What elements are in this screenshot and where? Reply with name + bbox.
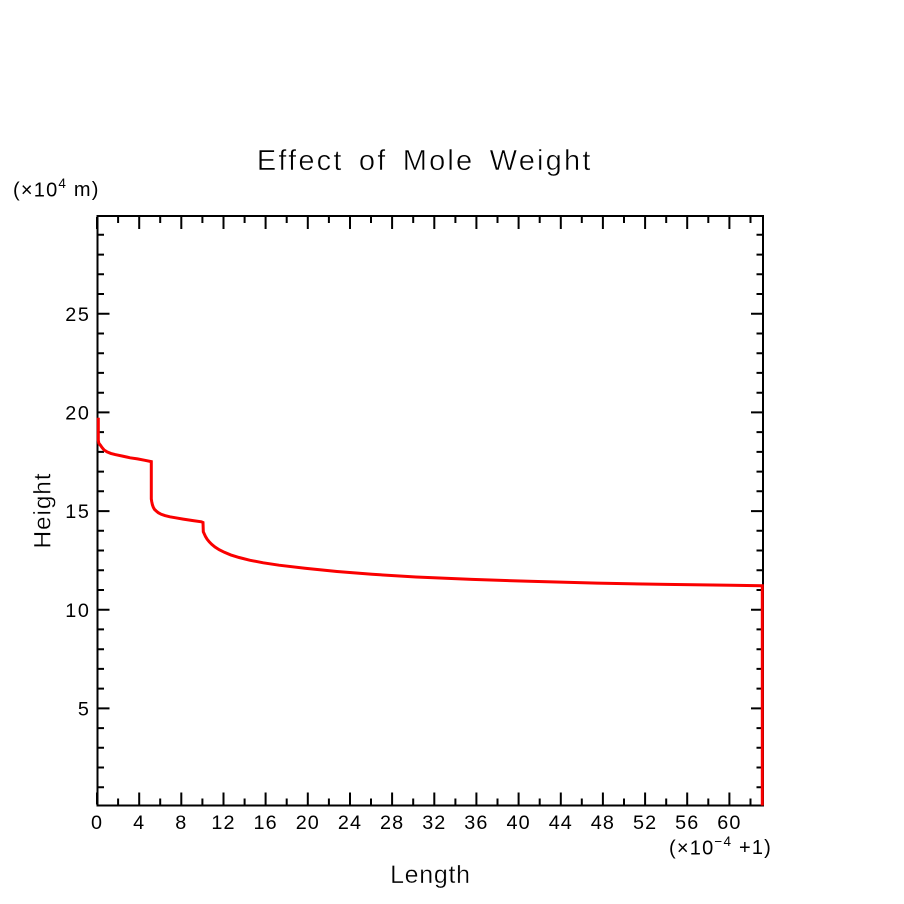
svg-text:8: 8	[175, 812, 187, 834]
svg-text:Length: Length	[390, 861, 471, 889]
svg-text:52: 52	[633, 812, 657, 834]
svg-text:36: 36	[464, 812, 488, 834]
svg-text:Effect of Mole Weight: Effect of Mole Weight	[257, 145, 593, 177]
svg-text:28: 28	[380, 812, 404, 834]
svg-text:15: 15	[65, 501, 90, 523]
svg-text:0: 0	[91, 812, 103, 834]
svg-text:Height: Height	[30, 473, 57, 549]
svg-text:32: 32	[422, 812, 446, 834]
svg-text:56: 56	[675, 812, 699, 834]
svg-text:24: 24	[338, 812, 362, 834]
svg-text:48: 48	[591, 812, 615, 834]
svg-text:4: 4	[133, 812, 145, 834]
svg-text:44: 44	[549, 812, 573, 834]
svg-text:60: 60	[717, 812, 741, 834]
svg-text:25: 25	[65, 304, 90, 326]
svg-text:5: 5	[78, 699, 91, 721]
svg-text:20: 20	[65, 403, 90, 425]
svg-text:(×104 m): (×104 m)	[13, 176, 100, 202]
svg-text:20: 20	[296, 812, 320, 834]
svg-text:40: 40	[506, 812, 530, 834]
svg-text:12: 12	[211, 812, 235, 834]
svg-text:10: 10	[65, 600, 90, 622]
svg-text:16: 16	[253, 812, 277, 834]
